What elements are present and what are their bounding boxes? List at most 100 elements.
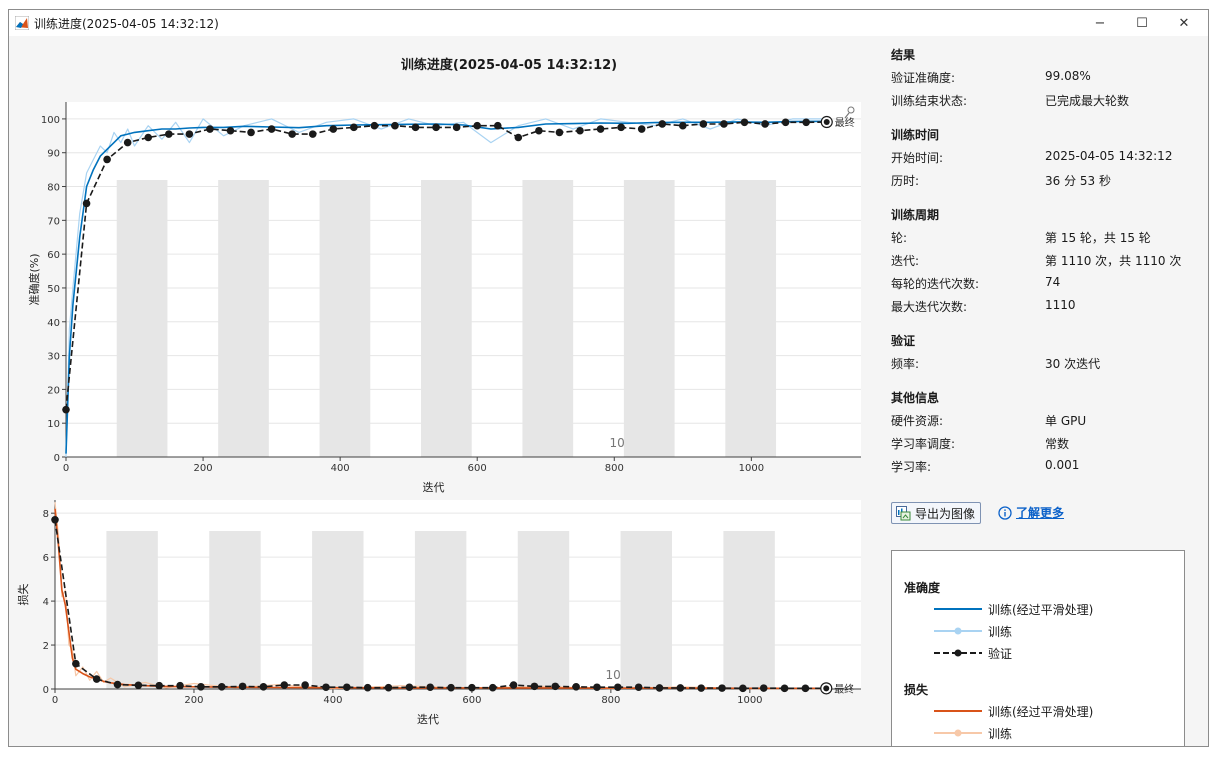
loss-val-point — [405, 683, 414, 692]
loss-y-tick-label: 4 — [43, 597, 49, 608]
loss-y-tick-label: 8 — [43, 509, 49, 520]
minimize-button[interactable]: − — [1079, 10, 1121, 36]
loss-val-point — [197, 683, 205, 691]
loss-x-tick-label: 0 — [52, 695, 58, 706]
end-status-value: 已完成最大轮数 — [1045, 94, 1130, 108]
cycle-heading: 训练周期 — [891, 208, 940, 222]
acc-val-point — [123, 138, 132, 147]
loss-val-point — [697, 684, 705, 692]
acc-val-point — [555, 128, 564, 137]
val-accuracy-label: 验证准确度: — [891, 71, 956, 85]
acc-x-tick-label: 400 — [331, 463, 350, 474]
legend-line-swatch — [934, 649, 982, 657]
legend-accuracy-heading: 准确度 — [904, 581, 941, 595]
acc-val-point — [679, 121, 687, 130]
zoom-tool-icon-handle — [844, 112, 850, 119]
frequency-value: 30 次迭代 — [1045, 357, 1101, 371]
start-time-label: 开始时间: — [891, 151, 944, 165]
training-progress-window: 训练进度(2025-04-05 14:32:12) − ☐ ✕ 训练进度(202… — [8, 9, 1209, 747]
acc-val-point — [452, 123, 461, 132]
loss-final-marker-dot — [823, 685, 830, 692]
loss-val-point — [134, 681, 143, 690]
acc-val-point — [637, 125, 646, 133]
close-icon: ✕ — [1178, 15, 1190, 31]
acc-val-point — [535, 126, 543, 135]
validation-heading: 验证 — [891, 334, 916, 348]
legend-acc-smoothed-label: 训练(经过平滑处理) — [988, 602, 1094, 617]
acc-val-point — [267, 125, 276, 133]
acc-epoch-band — [725, 180, 777, 457]
export-image-button[interactable]: 导出为图像 — [891, 502, 981, 524]
acc-val-point — [391, 121, 399, 130]
legend-acc-train-label: 训练 — [988, 624, 1013, 639]
acc-series-validation — [65, 121, 827, 410]
loss-val-point — [322, 683, 330, 692]
legend-acc-val-label: 验证 — [988, 646, 1013, 661]
acc-epoch-band — [623, 180, 675, 457]
lr-schedule-label: 学习率调度: — [891, 437, 956, 451]
loss-series-validation — [54, 519, 827, 690]
val-accuracy-value: 99.08% — [1045, 69, 1091, 83]
loss-y-axis-label: 损失 — [16, 584, 30, 606]
hardware-label: 硬件资源: — [891, 414, 944, 428]
acc-val-point — [288, 130, 296, 138]
iteration-label: 迭代: — [891, 254, 920, 268]
acc-val-point — [740, 118, 749, 127]
acc-val-point — [62, 405, 70, 414]
start-time-value: 2025-04-05 14:32:12 — [1045, 149, 1173, 163]
legend-line-swatch — [934, 608, 982, 610]
acc-series-train — [65, 118, 827, 458]
acc-x-tick-label: 200 — [194, 463, 213, 474]
maximize-icon: ☐ — [1136, 15, 1148, 31]
legend-loss-smoothed: 训练(经过平滑处理) — [932, 703, 1093, 719]
legend-panel: 准确度 训练(经过平滑处理) 训练 验证 损失 训练(经过平滑处理) 训练 验证 — [891, 550, 1185, 748]
legend-loss-smoothed-label: 训练(经过平滑处理) — [988, 704, 1094, 719]
legend-line-swatch — [934, 627, 982, 635]
loss-val-point — [363, 683, 372, 692]
lr-label: 学习率: — [891, 460, 932, 474]
loss-val-point — [280, 681, 289, 689]
loss-val-point — [739, 684, 747, 693]
loss-val-point — [176, 681, 184, 690]
loss-val-point — [72, 659, 80, 668]
loss-val-point — [384, 683, 393, 692]
loss-epoch-band — [106, 531, 158, 689]
loss-val-point — [593, 683, 601, 692]
legend-line-swatch — [934, 710, 982, 712]
acc-y-tick-label: 90 — [47, 149, 60, 160]
acc-epoch-label: 10 — [610, 436, 625, 450]
legend-loss-val-label: 验证 — [988, 747, 1012, 748]
acc-y-tick-label: 70 — [47, 216, 60, 227]
matlab-icon — [15, 16, 29, 30]
loss-x-axis-label: 迭代 — [417, 713, 439, 726]
acc-val-point — [617, 123, 625, 132]
acc-x-tick-label: 800 — [605, 463, 624, 474]
loss-val-point — [509, 681, 518, 689]
acc-y-tick-label: 60 — [47, 250, 60, 261]
acc-val-point — [658, 120, 667, 128]
acc-val-point — [781, 118, 790, 127]
other-heading: 其他信息 — [891, 391, 940, 405]
loss-val-point — [718, 684, 726, 692]
acc-x-axis-label: 迭代 — [423, 481, 445, 494]
elapsed-value: 36 分 53 秒 — [1045, 174, 1111, 188]
end-status-label: 训练结束状态: — [891, 94, 968, 108]
loss-y-tick-label: 0 — [43, 685, 49, 696]
loss-val-point — [92, 675, 101, 683]
acc-y-tick-label: 80 — [47, 183, 60, 194]
loss-val-point — [780, 684, 789, 693]
acc-y-tick-label: 100 — [41, 115, 60, 126]
loss-epoch-label: 10 — [606, 668, 621, 682]
close-button[interactable]: ✕ — [1163, 10, 1205, 36]
learn-more-link[interactable]: 了解更多 — [998, 504, 1064, 521]
maximize-button[interactable]: ☐ — [1121, 10, 1163, 36]
loss-val-point — [488, 683, 497, 692]
loss-val-point — [51, 515, 59, 524]
acc-val-point — [493, 121, 502, 130]
loss-x-tick-label: 1000 — [737, 695, 762, 706]
zoom-tool-icon-lens — [847, 106, 855, 114]
loss-val-point — [530, 682, 539, 691]
iteration-value: 第 1110 次，共 1110 次 — [1045, 254, 1182, 268]
figure-title: 训练进度(2025-04-05 14:32:12) — [400, 58, 618, 73]
